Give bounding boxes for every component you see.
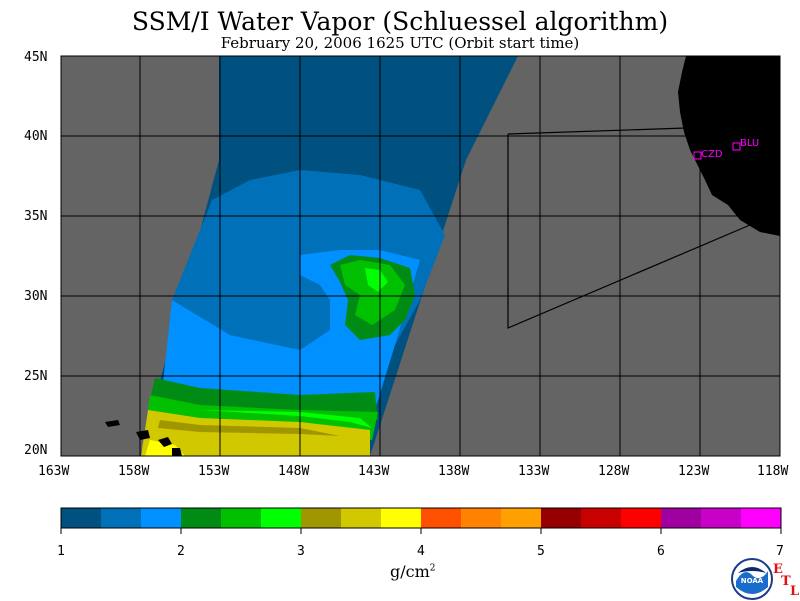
etl-letter-e: E: [773, 562, 783, 577]
colorbar-frame: [60, 507, 782, 529]
colorbar-swatch-16: [661, 508, 702, 528]
flight-track: [507, 134, 751, 329]
map-subtitle: February 20, 2006 1625 UTC (Orbit start …: [220, 34, 580, 52]
cbar-tick-2: 2: [177, 544, 185, 559]
colorbar-swatch-6: [261, 508, 302, 528]
colorbar-swatch-18: [741, 508, 782, 528]
station-label-blu: BLU: [740, 138, 759, 149]
cbar-tick-6: 6: [657, 544, 665, 559]
cbar-tick-5: 5: [537, 544, 545, 559]
lat-label-25n: 25N: [24, 369, 48, 384]
lon-label-143w: 143W: [358, 464, 390, 479]
cbar-tick-7: 7: [776, 544, 784, 559]
colorbar-swatch-10: [421, 508, 462, 528]
unit-text: g/cm: [390, 562, 430, 581]
lon-label-133w: 133W: [518, 464, 550, 479]
colorbar-swatch-12: [501, 508, 542, 528]
graticule: [61, 56, 780, 456]
cbar-tick-4: 4: [417, 544, 425, 559]
colorbar: [60, 508, 782, 534]
colorbar-swatch-9: [381, 508, 422, 528]
lat-label-40n: 40N: [24, 129, 48, 144]
colorbar-swatch-5: [221, 508, 262, 528]
lat-label-45n: 45N: [24, 50, 48, 65]
lon-label-123w: 123W: [678, 464, 710, 479]
map-title: SSM/I Water Vapor (Schluessel algorithm): [131, 7, 669, 36]
colorbar-swatch-14: [581, 508, 622, 528]
colorbar-unit: g/cm2: [390, 562, 436, 581]
cbar-tick-3: 3: [297, 544, 305, 559]
colorbar-swatch-17: [701, 508, 742, 528]
land: [105, 56, 780, 456]
colorbar-swatch-4: [181, 508, 222, 528]
noaa-logo: NOAA: [731, 558, 773, 600]
lat-label-35n: 35N: [24, 209, 48, 224]
lon-label-163w: 163W: [38, 464, 70, 479]
colorbar-swatch-15: [621, 508, 662, 528]
colorbar-swatch-2: [101, 508, 142, 528]
lat-label-30n: 30N: [24, 289, 48, 304]
station-czd: CZD: [693, 149, 723, 160]
cbar-tick-1: 1: [57, 544, 65, 559]
colorbar-swatch-11: [461, 508, 502, 528]
unit-superscript: 2: [429, 563, 436, 574]
etl-letter-l: L: [790, 584, 800, 599]
map-frame: [60, 55, 781, 457]
colorbar-swatch-13: [541, 508, 582, 528]
colorbar-swatch-3: [141, 508, 182, 528]
etl-letter-t: T: [781, 574, 791, 589]
flight-track-north: [507, 127, 687, 135]
lon-label-118w: 118W: [757, 464, 789, 479]
station-blu: BLU: [732, 138, 759, 151]
colorbar-swatch-8: [341, 508, 382, 528]
lon-label-158w: 158W: [118, 464, 150, 479]
station-label-czd: CZD: [701, 149, 723, 160]
lon-label-153w: 153W: [198, 464, 230, 479]
lat-label-20n: 20N: [24, 443, 48, 458]
colorbar-swatch-7: [301, 508, 342, 528]
lon-label-148w: 148W: [278, 464, 310, 479]
noaa-logo-text: NOAA: [741, 577, 764, 585]
colorbar-swatch-1: [61, 508, 102, 528]
lon-label-128w: 128W: [598, 464, 630, 479]
lon-label-138w: 138W: [438, 464, 470, 479]
